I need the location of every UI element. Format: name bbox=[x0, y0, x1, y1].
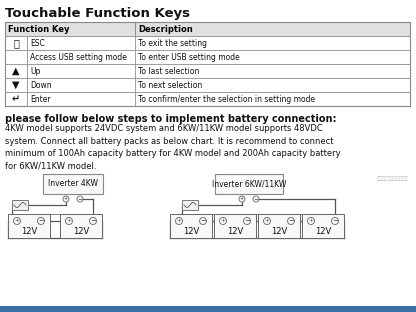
Bar bbox=[182, 200, 198, 210]
Text: −: − bbox=[77, 197, 83, 202]
Bar bbox=[5, 22, 410, 106]
Circle shape bbox=[332, 217, 339, 225]
Bar bbox=[12, 200, 28, 210]
Text: +: + bbox=[240, 197, 244, 202]
Text: 12V: 12V bbox=[73, 227, 89, 236]
Text: To next selection: To next selection bbox=[138, 80, 202, 90]
Text: Down: Down bbox=[30, 80, 52, 90]
Text: +: + bbox=[15, 218, 20, 223]
Text: −: − bbox=[90, 218, 96, 224]
Bar bbox=[302, 214, 344, 238]
Bar bbox=[215, 174, 283, 194]
Circle shape bbox=[253, 196, 259, 202]
Bar bbox=[214, 214, 256, 238]
Circle shape bbox=[176, 217, 183, 225]
Bar bbox=[27, 64, 135, 78]
Circle shape bbox=[37, 217, 45, 225]
Text: To confirm/enter the selection in setting mode: To confirm/enter the selection in settin… bbox=[138, 95, 315, 104]
Text: Access USB setting mode: Access USB setting mode bbox=[30, 52, 127, 61]
Bar bbox=[8, 214, 50, 238]
Text: 深圳古沙达科技有限公司: 深圳古沙达科技有限公司 bbox=[376, 176, 408, 181]
Bar bbox=[43, 174, 103, 194]
Text: To enter USB setting mode: To enter USB setting mode bbox=[138, 52, 240, 61]
Text: Inverter 6KW/11KW: Inverter 6KW/11KW bbox=[212, 179, 286, 188]
Circle shape bbox=[65, 217, 72, 225]
Bar bbox=[135, 64, 410, 78]
Text: +: + bbox=[64, 197, 68, 202]
Circle shape bbox=[63, 196, 69, 202]
Circle shape bbox=[220, 217, 226, 225]
Text: Enter: Enter bbox=[30, 95, 51, 104]
Text: −: − bbox=[288, 218, 294, 224]
Bar bbox=[135, 78, 410, 92]
Bar bbox=[0, 306, 416, 312]
Bar bbox=[170, 214, 212, 238]
Text: −: − bbox=[253, 197, 259, 202]
Text: 12V: 12V bbox=[271, 227, 287, 236]
Text: ▲: ▲ bbox=[12, 66, 20, 76]
Bar bbox=[5, 22, 135, 36]
Bar bbox=[27, 50, 135, 64]
Bar bbox=[135, 36, 410, 50]
Bar bbox=[27, 92, 135, 106]
Text: Touchable Function Keys: Touchable Function Keys bbox=[5, 7, 190, 21]
Text: −: − bbox=[200, 218, 206, 224]
Circle shape bbox=[13, 217, 20, 225]
Bar bbox=[135, 50, 410, 64]
Bar bbox=[135, 92, 410, 106]
Text: Description: Description bbox=[138, 25, 193, 33]
Text: To last selection: To last selection bbox=[138, 66, 199, 76]
Bar bbox=[5, 92, 27, 106]
Text: Function Key: Function Key bbox=[8, 25, 69, 33]
Text: ESC: ESC bbox=[30, 38, 45, 47]
Bar bbox=[258, 214, 300, 238]
Bar bbox=[60, 214, 102, 238]
Circle shape bbox=[239, 196, 245, 202]
Circle shape bbox=[263, 217, 270, 225]
Text: Inverter 4KW: Inverter 4KW bbox=[48, 179, 98, 188]
Text: +: + bbox=[67, 218, 72, 223]
Bar bbox=[5, 50, 27, 64]
Bar bbox=[27, 36, 135, 50]
Bar bbox=[27, 78, 135, 92]
Text: please follow below steps to implement battery connection:: please follow below steps to implement b… bbox=[5, 114, 337, 124]
Text: 12V: 12V bbox=[227, 227, 243, 236]
Text: ▼: ▼ bbox=[12, 80, 20, 90]
Text: 4KW model supports 24VDC system and 6KW/11KW model supports 48VDC
system. Connec: 4KW model supports 24VDC system and 6KW/… bbox=[5, 124, 341, 170]
Text: ⎻: ⎻ bbox=[13, 38, 19, 48]
Text: +: + bbox=[176, 218, 182, 223]
Text: +: + bbox=[308, 218, 314, 223]
Bar bbox=[5, 64, 27, 78]
Text: −: − bbox=[332, 218, 338, 224]
Circle shape bbox=[287, 217, 295, 225]
Bar bbox=[135, 22, 410, 36]
Text: −: − bbox=[244, 218, 250, 224]
Circle shape bbox=[243, 217, 250, 225]
Circle shape bbox=[200, 217, 206, 225]
Text: +: + bbox=[265, 218, 270, 223]
Text: Up: Up bbox=[30, 66, 40, 76]
Text: 12V: 12V bbox=[21, 227, 37, 236]
Circle shape bbox=[89, 217, 97, 225]
Circle shape bbox=[77, 196, 83, 202]
Text: 12V: 12V bbox=[315, 227, 331, 236]
Text: To exit the setting: To exit the setting bbox=[138, 38, 207, 47]
Text: ↵: ↵ bbox=[12, 94, 20, 104]
Circle shape bbox=[307, 217, 314, 225]
Text: +: + bbox=[220, 218, 225, 223]
Bar bbox=[5, 36, 27, 50]
Bar bbox=[5, 78, 27, 92]
Text: −: − bbox=[38, 218, 44, 224]
Text: 12V: 12V bbox=[183, 227, 199, 236]
